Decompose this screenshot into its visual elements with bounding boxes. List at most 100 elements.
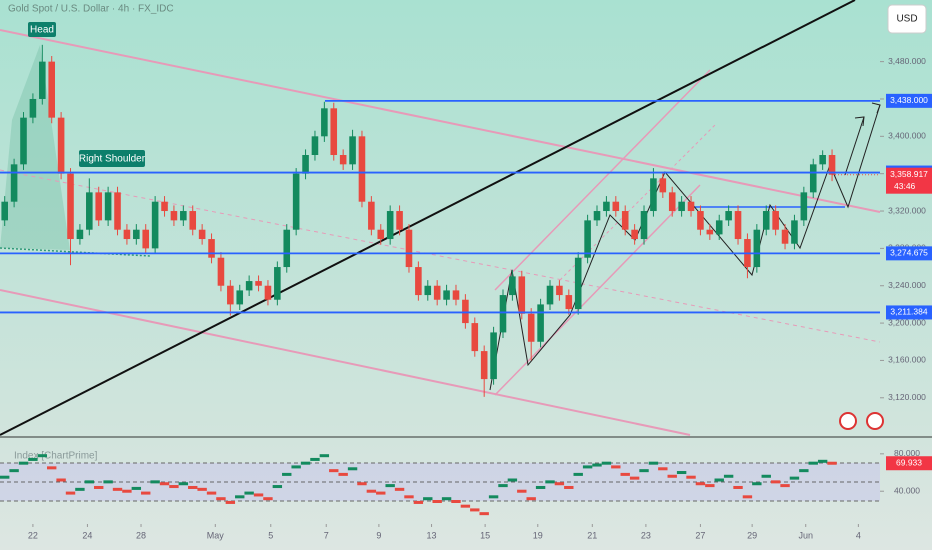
- rsi-step: [84, 480, 95, 484]
- candle-body: [67, 173, 74, 240]
- rsi-step: [131, 486, 142, 490]
- rsi-step: [808, 461, 818, 465]
- candle-body: [321, 108, 328, 137]
- annotation: Head: [30, 25, 54, 36]
- rsi-step: [197, 487, 207, 491]
- candle-body: [29, 98, 37, 118]
- rsi-band: [0, 463, 880, 501]
- event-icon[interactable]: [839, 412, 857, 430]
- indicator-name: Index [ChartPrime]: [14, 451, 98, 462]
- candle-body: [161, 201, 168, 212]
- rsi-step: [169, 485, 179, 489]
- candle-body: [781, 229, 789, 244]
- rsi-step: [65, 491, 76, 495]
- candle-body: [556, 285, 563, 296]
- annotation: Right Shoulder: [79, 154, 146, 165]
- level-label: 3,438.000: [890, 95, 928, 105]
- candle-body: [198, 229, 206, 240]
- candle-body: [274, 267, 281, 300]
- rsi-step: [723, 474, 734, 478]
- x-tick-label: 5: [268, 530, 273, 540]
- x-tick-label: 29: [747, 530, 757, 540]
- candle-body: [311, 136, 319, 156]
- candle-body: [151, 201, 159, 249]
- candle-body: [800, 192, 808, 221]
- candle-body: [452, 290, 460, 300]
- rsi-step: [225, 500, 236, 504]
- rsi-step: [47, 466, 57, 470]
- candle-body: [668, 192, 676, 212]
- rsi-step: [394, 487, 405, 491]
- candle-body: [292, 173, 300, 230]
- x-tick-label: 23: [641, 530, 651, 540]
- x-tick-label: 19: [533, 530, 543, 540]
- rsi-step: [141, 491, 151, 495]
- candle-body: [245, 281, 253, 291]
- rsi-step: [517, 489, 527, 493]
- chart-title: Gold Spot / U.S. Dollar · 4h · FX_IDC: [8, 4, 174, 15]
- trendline: [0, 0, 856, 436]
- rsi-step: [423, 497, 433, 501]
- channel-line: [494, 184, 701, 396]
- candle-body: [133, 229, 140, 240]
- candle-body: [180, 211, 187, 221]
- x-tick-label: 22: [28, 530, 38, 540]
- y-tick-label: 3,480.000: [888, 56, 926, 66]
- candle-body: [565, 295, 573, 310]
- candle-body: [405, 229, 413, 268]
- currency-button[interactable]: [887, 4, 927, 34]
- candle-body: [57, 117, 65, 174]
- candle-body: [518, 276, 526, 314]
- rsi-step: [629, 476, 640, 480]
- rsi-step: [780, 484, 790, 488]
- candle-body: [574, 257, 582, 310]
- rsi-step: [611, 465, 621, 469]
- rsi-step: [366, 489, 377, 493]
- rsi-step: [686, 475, 696, 479]
- rsi-step: [714, 478, 724, 482]
- candle-body: [255, 281, 262, 286]
- rsi-last-label: 69.933: [896, 457, 922, 467]
- rsi-step: [705, 484, 715, 488]
- rsi-step: [385, 484, 395, 488]
- rsi-step: [573, 472, 583, 476]
- candle-body: [330, 108, 338, 156]
- candle-body: [189, 211, 197, 230]
- candle-body: [697, 211, 704, 230]
- rsi-step: [507, 478, 518, 482]
- currency-label: USD: [896, 14, 917, 25]
- rsi-step: [0, 475, 10, 479]
- rsi-step: [150, 480, 160, 484]
- channel-line: [0, 29, 881, 213]
- x-tick-label: 4: [856, 530, 861, 540]
- rsi-step: [37, 454, 48, 458]
- x-tick-label: 21: [587, 530, 597, 540]
- candle-body: [76, 229, 84, 240]
- neckline: [0, 247, 151, 257]
- x-tick-label: 7: [324, 530, 329, 540]
- y-tick-label: 3,320.000: [888, 205, 926, 215]
- candle-body: [386, 211, 394, 240]
- candle-body: [433, 285, 441, 300]
- candle-body: [687, 201, 695, 212]
- level-label: 3,211.384: [890, 307, 927, 317]
- event-icon[interactable]: [866, 412, 884, 430]
- candle-body: [659, 178, 667, 193]
- candle-body: [631, 229, 638, 240]
- rsi-step: [188, 485, 198, 489]
- last-price-label: 3,358.917: [890, 169, 928, 179]
- rsi-step: [159, 482, 170, 486]
- rsi-step: [526, 497, 536, 501]
- rsi-step: [263, 497, 273, 501]
- pattern-fill: [0, 45, 70, 250]
- rsi-step: [620, 472, 630, 476]
- candle-body: [734, 211, 742, 240]
- rsi-step: [347, 467, 358, 471]
- rsi-step: [582, 465, 593, 469]
- candle-body: [236, 290, 244, 305]
- candle-body: [828, 155, 836, 175]
- candle-body: [715, 220, 723, 235]
- candle-body: [509, 276, 516, 296]
